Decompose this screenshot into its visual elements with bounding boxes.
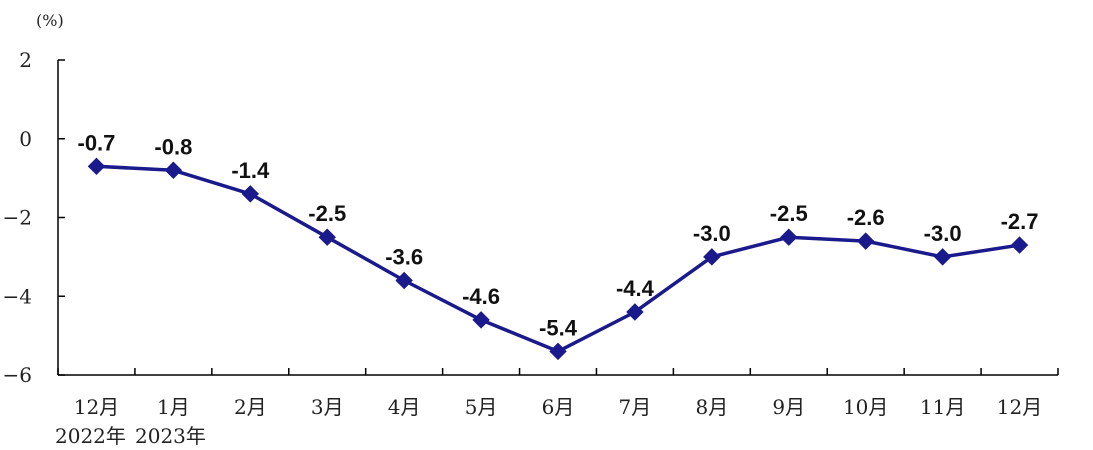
data-label: -3.0: [693, 221, 731, 246]
data-point-marker: [780, 228, 798, 246]
y-tick-label: −4: [3, 284, 32, 308]
data-point-marker: [626, 303, 644, 321]
x-tick-label: 12月: [997, 395, 1042, 419]
data-labels: -0.7 -0.8 -1.4 -2.5 -3.6 -4.6 -5.4 -4.4 -3.0 -2.5…: [78, 130, 1039, 340]
x-tick-label: 11月: [920, 395, 965, 419]
data-label: -2.6: [847, 205, 885, 230]
x-tick-label: 12月: [74, 395, 119, 419]
data-label: -2.7: [1001, 209, 1039, 234]
x-tick-label: 10月: [843, 395, 888, 419]
data-label: -2.5: [308, 201, 346, 226]
data-label: -0.8: [154, 134, 192, 159]
y-unit-label: (%): [36, 11, 64, 30]
y-tick-label: −6: [3, 363, 32, 387]
data-label: -3.0: [924, 221, 962, 246]
data-label: -1.4: [231, 158, 270, 183]
data-point-marker: [87, 157, 106, 176]
data-point-marker: [472, 311, 490, 329]
x-tick-label: 7月: [619, 395, 652, 419]
data-point-marker: [164, 161, 183, 179]
data-point-marker: [318, 228, 336, 246]
y-tick-label: 0: [19, 127, 32, 151]
data-point-marker: [1010, 236, 1029, 254]
data-label: -4.6: [462, 284, 500, 309]
data-point-marker: [549, 342, 567, 361]
data-label: -2.5: [770, 201, 808, 226]
data-label: -3.6: [385, 245, 423, 270]
x-ticks: 12月 1月 2月 3月 4月 5月 6月 7月 8月 9月 10月 11月 12月: [57, 368, 1059, 419]
x-tick-label: 8月: [695, 395, 728, 419]
x-tick-label: 9月: [772, 395, 805, 419]
data-label: -5.4: [539, 315, 578, 340]
y-ticks: 2 0 −2 −4 −6: [3, 48, 65, 387]
data-label: -0.7: [78, 130, 116, 155]
x-tick-label: 1月: [157, 395, 190, 419]
y-tick-label: −2: [3, 206, 32, 230]
x-tick-label: 5月: [465, 395, 498, 419]
series-markers: [87, 157, 1029, 361]
x-tick-label: 3月: [311, 395, 344, 419]
x-tick-label: 6月: [542, 395, 575, 419]
data-point-marker: [856, 232, 875, 250]
year-label-2023: 2023年: [135, 424, 206, 448]
x-tick-label: 4月: [388, 395, 421, 419]
year-label-2022: 2022年: [55, 424, 126, 448]
x-tick-label: 2月: [234, 395, 267, 419]
data-point-marker: [703, 248, 721, 266]
data-point-marker: [933, 248, 952, 266]
data-label: -4.4: [616, 276, 655, 301]
data-point-marker: [241, 185, 260, 203]
y-tick-label: 2: [19, 48, 32, 72]
data-point-marker: [395, 271, 413, 290]
